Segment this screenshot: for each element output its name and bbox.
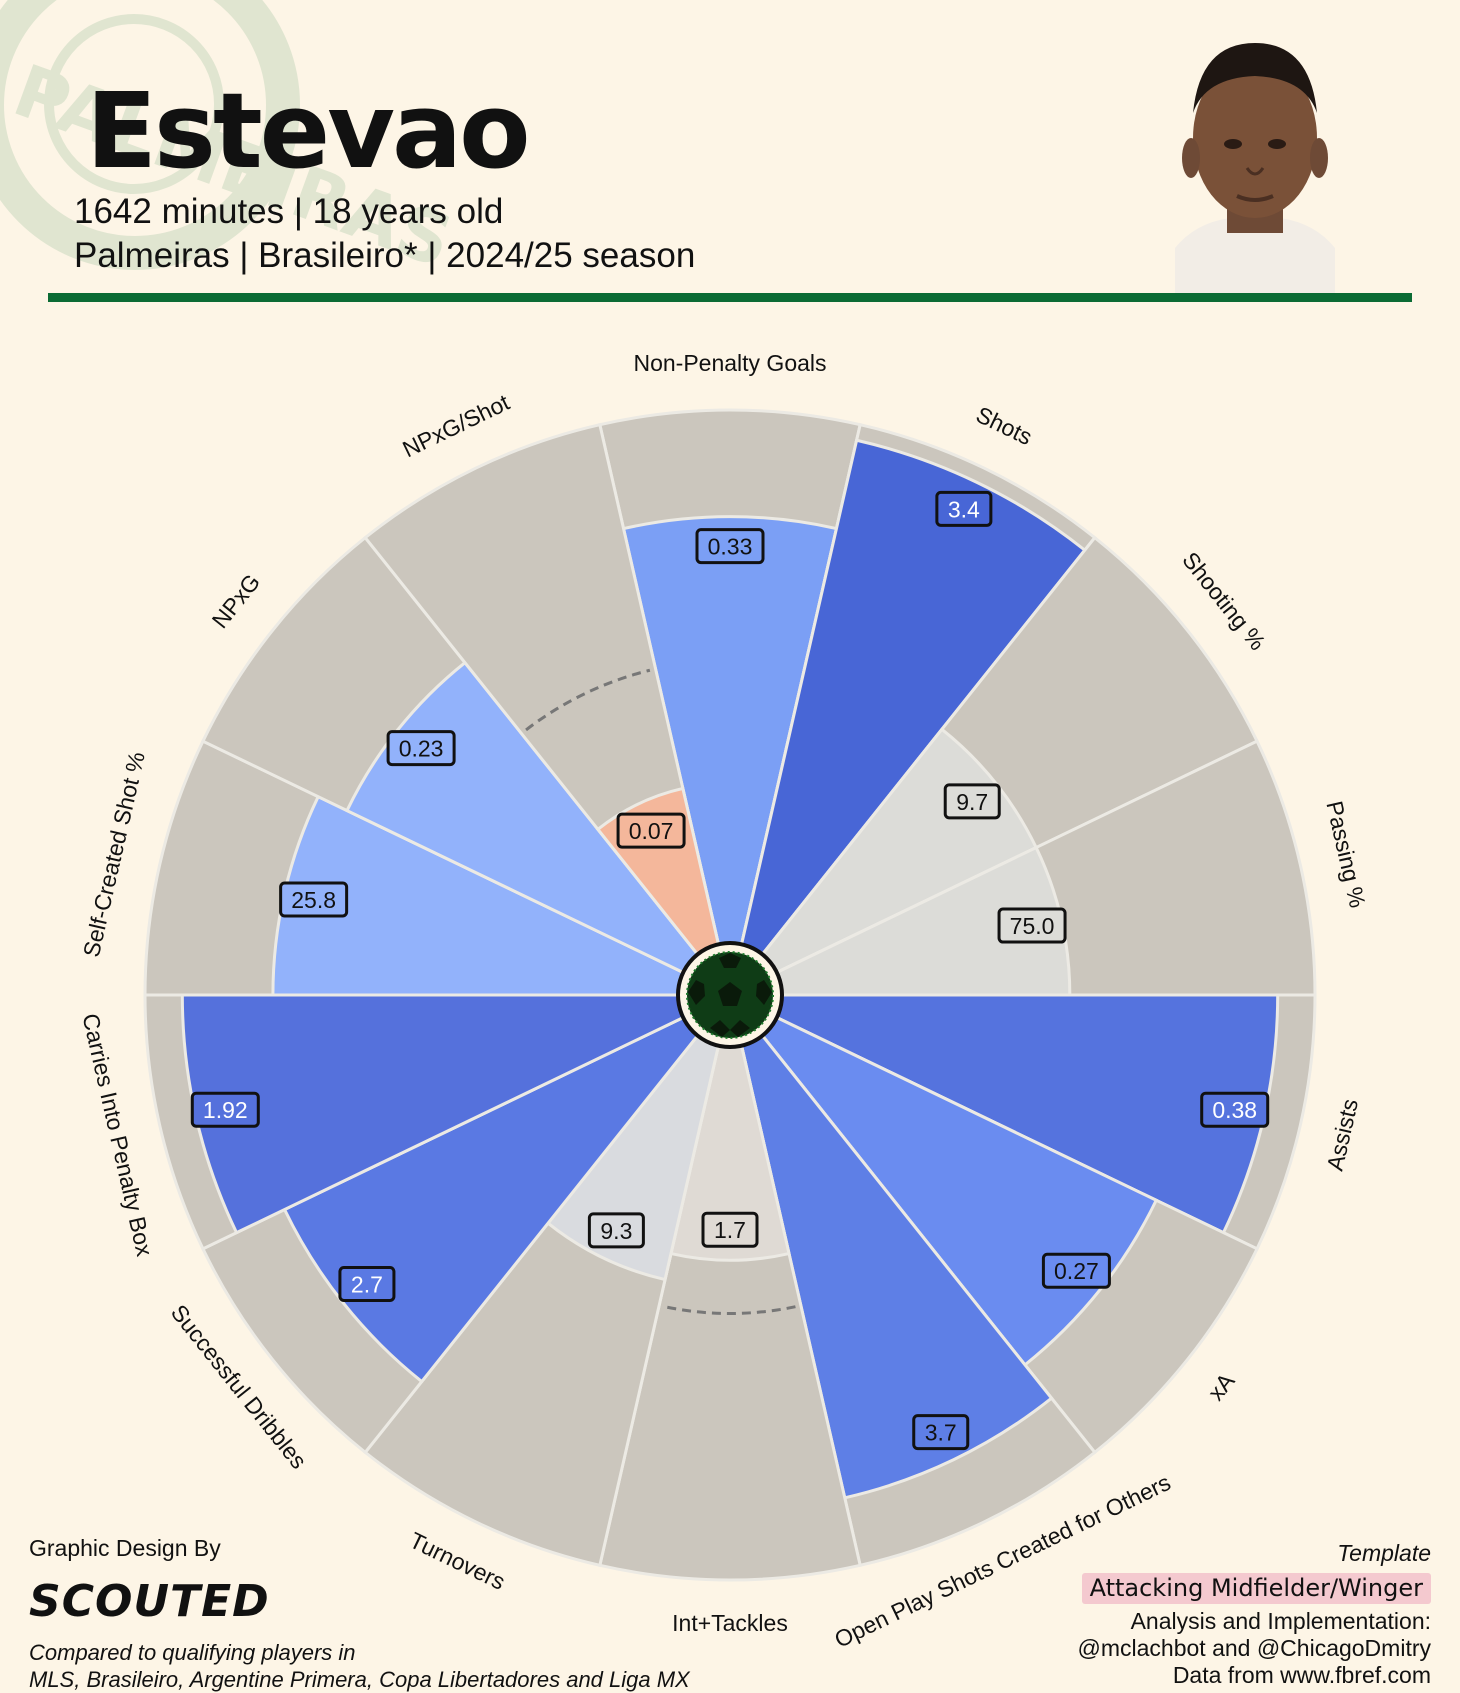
- category-label-npxg: NPxG: [207, 569, 266, 633]
- comparison-line-1: Compared to qualifying players in: [29, 1640, 356, 1665]
- value-label-npxg-shot: 0.07: [629, 818, 674, 844]
- player-team-season: Palmeiras | Brasileiro* | 2024/25 season: [74, 236, 696, 275]
- value-box-successful-dribbles: [338, 1266, 396, 1303]
- player-photo: [1155, 18, 1355, 293]
- template-badge: Attacking Midfielder/Winger: [1081, 1573, 1431, 1604]
- credits-left: Graphic Design By SCOUTED Compared to qu…: [29, 1535, 690, 1693]
- value-box-npxg-shot: [616, 812, 686, 849]
- category-label-assists: Assists: [1322, 1096, 1364, 1173]
- comparison-note: Compared to qualifying players in MLS, B…: [29, 1639, 690, 1693]
- comparison-line-2: MLS, Brasileiro, Argentine Primera, Copa…: [29, 1667, 690, 1692]
- value-label-shots: 3.4: [948, 496, 980, 522]
- analysis-line-2: @mclachbot and @ChicagoDmitry: [1077, 1635, 1432, 1661]
- value-box-turnovers: [587, 1212, 645, 1249]
- category-label-passing: Passing %: [1321, 799, 1371, 911]
- value-box-open-play-shots-created-for-others: [912, 1414, 970, 1451]
- category-label-int-tackles: Int+Tackles: [672, 1610, 788, 1636]
- value-box-assists: [1200, 1091, 1270, 1128]
- value-box-int-tackles: [701, 1211, 759, 1248]
- value-label-int-tackles: 1.7: [714, 1217, 746, 1243]
- analysis-line-1: Analysis and Implementation:: [1130, 1608, 1431, 1634]
- value-box-shooting: [943, 783, 1001, 820]
- category-label-shots: Shots: [972, 401, 1036, 450]
- player-name: Estevao: [86, 70, 531, 192]
- category-label-non-penalty-goals: Non-Penalty Goals: [633, 350, 826, 376]
- player-minutes-age: 1642 minutes | 18 years old: [74, 192, 504, 231]
- slice-turnovers: [545, 994, 732, 1282]
- crest-inner-ring: [44, 14, 224, 194]
- design-credit-label: Graphic Design By: [29, 1535, 221, 1561]
- value-label-npxg: 0.23: [399, 736, 444, 762]
- value-label-non-penalty-goals: 0.33: [708, 534, 753, 560]
- player-portrait-icon: [1175, 43, 1335, 293]
- value-box-passing: [997, 907, 1067, 944]
- reference-arc: [664, 1305, 796, 1315]
- value-label-open-play-shots-created-for-others: 3.7: [925, 1420, 957, 1446]
- slices-layer: [143, 408, 1317, 1582]
- category-label-xa: xA: [1203, 1367, 1240, 1405]
- value-label-carries-into-penalty-box: 1.92: [203, 1097, 248, 1123]
- value-box-npxg: [386, 730, 456, 767]
- slice-background-int-tackles: [598, 994, 862, 1582]
- value-label-assists: 0.38: [1212, 1097, 1257, 1123]
- value-box-self-created-shot: [279, 881, 349, 918]
- template-label: Template: [1337, 1540, 1431, 1566]
- brand-logo: SCOUTED: [29, 1576, 270, 1627]
- value-label-turnovers: 9.3: [600, 1218, 632, 1244]
- center-ball: [676, 941, 784, 1049]
- header-divider: [48, 293, 1412, 302]
- slice-successful-dribbles: [282, 993, 732, 1384]
- slice-non-penalty-goals: [621, 515, 839, 996]
- category-label-self-created-shot: Self-Created Shot %: [78, 749, 150, 959]
- value-box-non-penalty-goals: [695, 528, 765, 565]
- value-box-xa: [1041, 1252, 1111, 1289]
- value-box-carries-into-penalty-box: [190, 1091, 260, 1128]
- slice-int-tackles: [669, 994, 791, 1262]
- slice-shots: [728, 438, 1087, 996]
- value-label-xa: 0.27: [1054, 1258, 1099, 1284]
- value-label-self-created-shot: 25.8: [291, 887, 336, 913]
- value-labels-layer: 0.33 3.4 9.7 75.0 0.38 0.27 3.7 1.7 9.3 2.7 1.92 25…: [190, 490, 1270, 1451]
- slice-open-play-shots-created-for-others: [728, 994, 1054, 1500]
- value-label-shooting: 9.7: [956, 789, 988, 815]
- value-label-passing: 75.0: [1010, 913, 1055, 939]
- data-source: Data from www.fbref.com: [1172, 1662, 1431, 1688]
- credits-right: Template Attacking Midfielder/Winger Ana…: [1077, 1540, 1432, 1689]
- value-box-shots: [935, 490, 993, 527]
- category-label-npxg-shot: NPxG/Shot: [398, 389, 513, 463]
- reference-arcs-layer: [525, 668, 796, 1315]
- reference-arc: [525, 668, 651, 732]
- value-label-successful-dribbles: 2.7: [351, 1272, 383, 1298]
